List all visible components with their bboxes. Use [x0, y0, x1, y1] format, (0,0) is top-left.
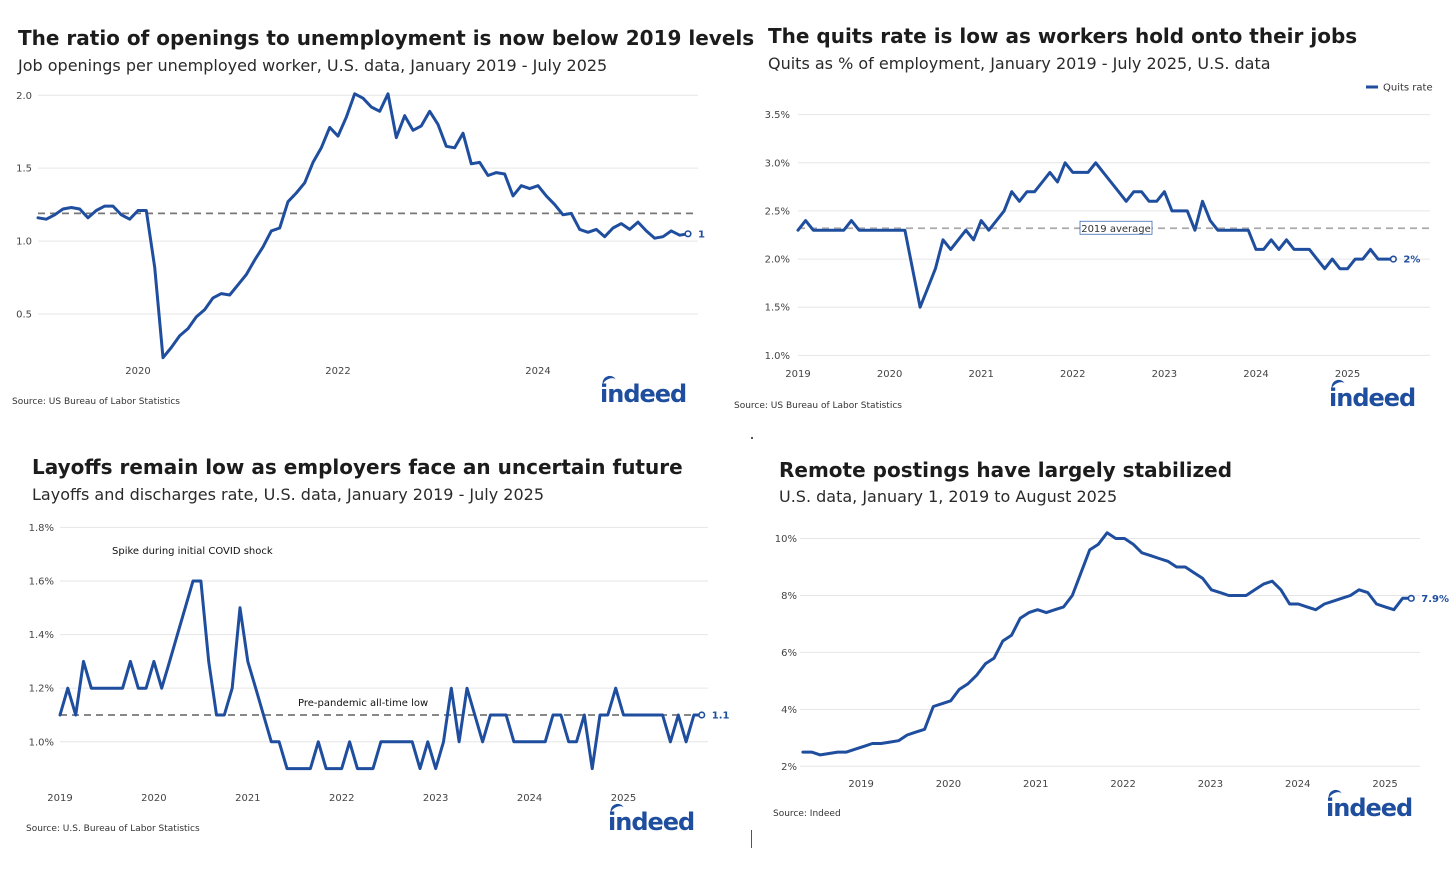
x-tick-label: 2024: [1285, 779, 1310, 790]
legend-label: Quits rate: [1383, 83, 1433, 94]
y-tick-label: 2.5%: [765, 206, 790, 217]
reference-label-box: [1079, 220, 1153, 235]
end-value-label: 2%: [1403, 255, 1420, 266]
indeed-logo: indeed: [1329, 377, 1416, 412]
y-tick-label: 1.4%: [29, 630, 54, 641]
chart3-subtitle: Layoffs and discharges rate, U.S. data, …: [32, 485, 544, 504]
chart2-title: The quits rate is low as workers hold on…: [768, 24, 1358, 48]
chart4-subtitle: U.S. data, January 1, 2019 to August 202…: [779, 487, 1118, 506]
y-tick-label: 1.0: [16, 237, 32, 248]
x-tick-label: 2021: [235, 793, 260, 804]
y-tick-label: 1.6%: [29, 576, 54, 587]
x-tick-label: 2022: [329, 793, 354, 804]
x-tick-label: 2019: [785, 369, 810, 380]
y-tick-label: 3.5%: [765, 110, 790, 121]
x-tick-label: 2024: [525, 366, 550, 377]
y-tick-label: 10%: [775, 534, 797, 545]
x-tick-label: 2023: [1152, 369, 1177, 380]
y-tick-label: 2%: [781, 762, 797, 773]
chart1-title: The ratio of openings to unemployment is…: [18, 26, 755, 50]
x-tick-label: 2023: [423, 793, 448, 804]
y-tick-label: 1.5%: [765, 303, 790, 314]
chart2-source: Source: US Bureau of Labor Statistics: [734, 401, 902, 411]
x-tick-label: 2022: [1060, 369, 1085, 380]
chart2-subtitle: Quits as % of employment, January 2019 -…: [768, 54, 1271, 73]
y-tick-label: 1.2%: [29, 684, 54, 695]
y-tick-label: 6%: [781, 648, 797, 659]
x-tick-label: 2021: [1023, 779, 1048, 790]
chart3-source: Source: U.S. Bureau of Labor Statistics: [26, 824, 200, 834]
series-line: [58, 579, 704, 771]
y-tick-label: 2.0: [16, 91, 32, 102]
x-tick-label: 2020: [936, 779, 961, 790]
x-tick-label: 2019: [47, 793, 72, 804]
x-tick-label: 2019: [848, 779, 873, 790]
y-tick-label: 1.0%: [29, 737, 54, 748]
x-tick-label: 2020: [125, 366, 150, 377]
x-tick-label: 2022: [325, 366, 350, 377]
end-point: [698, 711, 706, 719]
reference-label: Pre-pandemic all-time low: [298, 698, 428, 709]
y-tick-label: 3.0%: [765, 158, 790, 169]
x-tick-label: 2023: [1198, 779, 1223, 790]
chart1-subtitle: Job openings per unemployed worker, U.S.…: [18, 56, 608, 75]
y-tick-label: 2.0%: [765, 255, 790, 266]
end-point: [1389, 255, 1397, 263]
y-tick-label: 4%: [781, 705, 797, 716]
x-tick-label: 2025: [611, 793, 636, 804]
series-line: [796, 161, 1395, 309]
y-tick-label: 0.5: [16, 309, 32, 320]
y-tick-label: 1.8%: [29, 523, 54, 534]
indeed-logo: indeed: [608, 801, 695, 836]
indeed-logo: indeed: [1326, 787, 1413, 822]
stray-dot: [751, 437, 753, 439]
series-line: [801, 531, 1413, 757]
end-point: [1407, 594, 1415, 602]
reference-label: 2019 average: [1081, 224, 1151, 235]
x-tick-label: 2025: [1335, 369, 1360, 380]
chart1-plot: 0.5 1.0 1.5 2.0 2020 2022 2024 1: [16, 91, 705, 377]
chart4-source: Source: Indeed: [773, 809, 841, 819]
y-tick-label: 1.5: [16, 164, 32, 175]
end-value-label: 1.1%: [712, 710, 730, 721]
end-point: [684, 230, 692, 238]
x-tick-label: 2024: [1243, 369, 1268, 380]
chart3-title: Layoffs remain low as employers face an …: [32, 455, 683, 479]
series-line: [36, 92, 690, 360]
end-value-label: 1: [698, 229, 705, 240]
y-tick-label: 8%: [781, 591, 797, 602]
chart1-source: Source: US Bureau of Labor Statistics: [12, 397, 180, 407]
chart4-plot: 2% 4% 6% 8% 10% 2019 2020 2021 2022 2023 2024 2025 7…: [775, 531, 1449, 790]
x-tick-label: 2020: [141, 793, 166, 804]
chart4-title: Remote postings have largely stabilized: [779, 458, 1233, 482]
x-tick-label: 2025: [1372, 779, 1397, 790]
indeed-logo: indeed: [600, 373, 687, 408]
end-value-label: 7.9%: [1421, 594, 1449, 605]
chart2-plot: 1.0% 1.5% 2.0% 2.5% 3.0% 3.5% 2019 2020 2021 2022…: [765, 83, 1433, 381]
x-tick-label: 2024: [517, 793, 542, 804]
x-tick-label: 2020: [877, 369, 902, 380]
x-tick-label: 2021: [968, 369, 993, 380]
annotation: Spike during initial COVID shock: [112, 546, 273, 557]
chart3-plot: 1.0% 1.2% 1.4% 1.6% 1.8% 2019 2020 2021 2022 2023…: [29, 523, 730, 804]
text-cursor-mark: [751, 830, 752, 848]
x-tick-label: 2022: [1110, 779, 1135, 790]
y-tick-label: 1.0%: [765, 351, 790, 362]
